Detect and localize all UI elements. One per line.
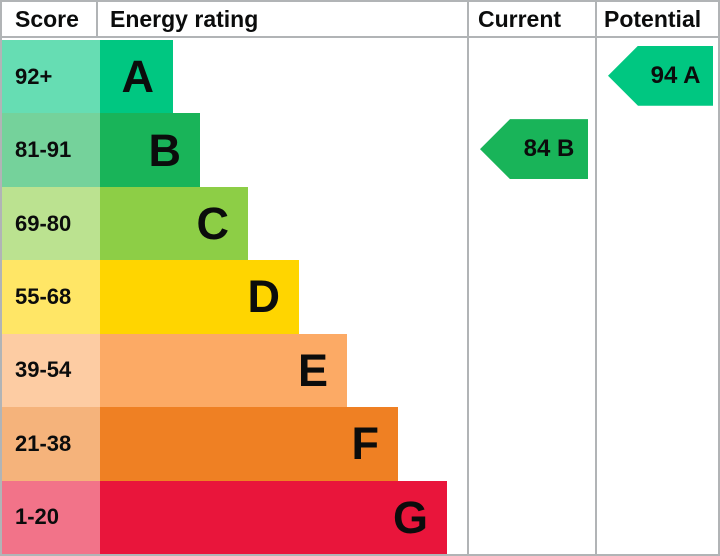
band-letter-f: F: [351, 418, 380, 470]
header-energy-rating: Energy rating: [110, 5, 259, 32]
band-row-c: 69-80 C: [2, 186, 718, 261]
score-range-b: 81-91: [2, 113, 100, 187]
band-bar-f: F: [100, 407, 398, 481]
band-letter-g: G: [392, 491, 428, 543]
band-bar-b: B: [100, 113, 200, 187]
band-row-d: 55-68 D: [2, 260, 718, 334]
rating-bands: 92+ A 94 A 81-91 B 84 B 69-80 C 55-68 D 39-54 E 21-3…: [2, 40, 718, 554]
band-bar-g: G: [100, 480, 447, 554]
band-row-f: 21-38 F: [2, 407, 718, 481]
score-range-g: 1-20: [2, 480, 100, 554]
band-letter-d: D: [247, 271, 281, 323]
band-row-e: 39-54 E: [2, 333, 718, 408]
header-potential: Potential: [604, 5, 702, 32]
band-letter-e: E: [297, 344, 328, 396]
band-bar-c: C: [100, 186, 248, 261]
score-range-f: 21-38: [2, 407, 100, 481]
header-score: Score: [2, 2, 98, 36]
band-row-a: 92+ A 94 A: [2, 40, 718, 114]
score-range-c: 69-80: [2, 186, 100, 261]
band-bar-e: E: [100, 333, 347, 408]
score-range-d: 55-68: [2, 260, 100, 334]
band-bar-d: D: [100, 260, 299, 334]
chart-header: Score Energy rating Current Potential: [2, 2, 718, 38]
band-row-b: 81-91 B 84 B: [2, 113, 718, 187]
potential-column-divider: [595, 2, 597, 554]
potential-rating-arrow: 94 A: [608, 45, 713, 106]
header-current: Current: [478, 5, 562, 32]
score-range-a: 92+: [2, 40, 100, 114]
current-rating-arrow: 84 B: [480, 119, 588, 180]
score-range-e: 39-54: [2, 333, 100, 408]
band-letter-b: B: [148, 124, 182, 176]
band-letter-c: C: [196, 198, 230, 250]
current-column-divider: [467, 2, 469, 554]
band-letter-a: A: [121, 51, 155, 103]
band-bar-a: A: [100, 40, 173, 114]
band-row-g: 1-20 G: [2, 480, 718, 554]
